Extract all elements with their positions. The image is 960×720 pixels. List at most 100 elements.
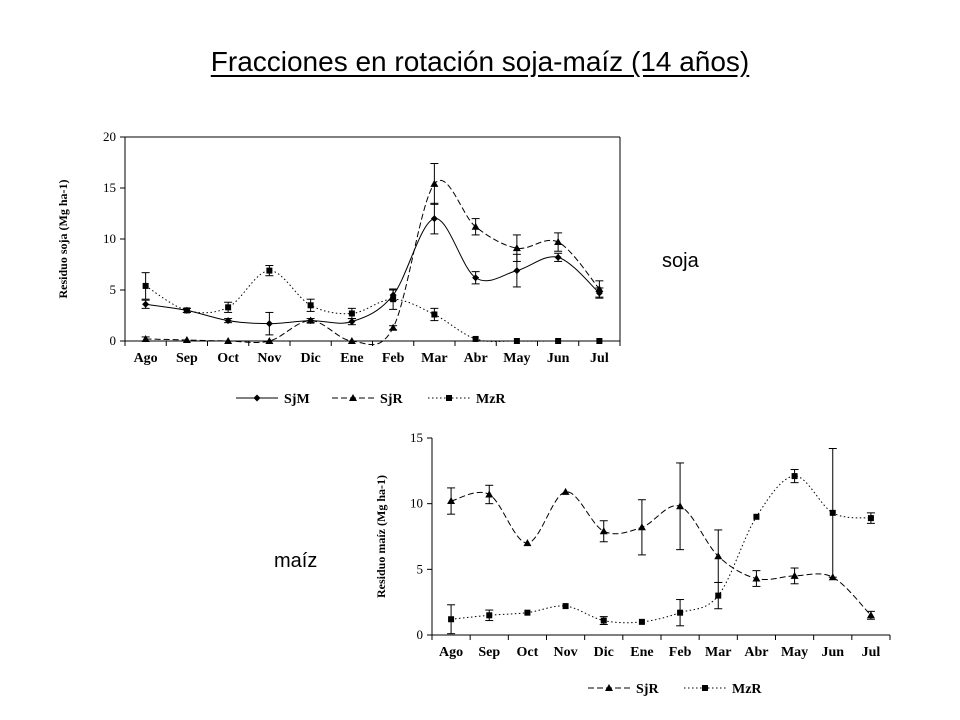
data-point-SjR <box>676 502 685 510</box>
data-point-SjR <box>752 574 761 582</box>
data-point-MzR <box>677 609 684 616</box>
series-line-MzR <box>145 270 600 343</box>
data-point-SjM <box>554 253 562 261</box>
data-point-SjM <box>142 300 150 308</box>
x-tick-label: Ago <box>439 645 463 660</box>
slide-title: Fracciones en rotación soja-maíz (14 año… <box>210 46 750 77</box>
data-point-MzR <box>867 515 874 522</box>
data-point-SjR <box>790 571 799 579</box>
y-tick-label: 15 <box>410 430 423 445</box>
legend-label-MzR: MzR <box>476 392 506 407</box>
data-point-MzR <box>183 307 190 314</box>
x-tick-label: Sep <box>176 351 198 366</box>
y-tick-label: 10 <box>103 231 116 246</box>
data-point-MzR <box>307 302 314 309</box>
data-point-SjR <box>561 487 570 495</box>
x-tick-label: Oct <box>517 645 539 660</box>
data-point-SjR <box>224 337 233 344</box>
legend-marker-SjM <box>253 394 261 402</box>
data-point-MzR <box>513 338 520 344</box>
y-tick-label: 15 <box>103 180 116 195</box>
x-tick-label: Mar <box>705 645 731 660</box>
x-tick-label: Feb <box>382 351 405 366</box>
data-point-MzR <box>638 618 645 625</box>
data-point-SjM <box>430 215 438 223</box>
data-point-MzR <box>472 335 479 342</box>
data-point-SjR <box>141 334 150 342</box>
x-tick-label: Ene <box>340 351 363 366</box>
label-soja: soja <box>662 250 699 272</box>
data-point-MzR <box>448 616 455 623</box>
data-point-MzR <box>225 304 232 311</box>
series-line-SjR <box>450 491 872 616</box>
y-axis-title: Residuo maíz (Mg ha-1) <box>374 475 388 598</box>
data-point-MzR <box>562 603 569 610</box>
y-tick-label: 10 <box>410 496 423 511</box>
legend-marker-SjR <box>349 394 357 401</box>
data-point-MzR <box>348 310 355 317</box>
label-maiz: maíz <box>274 550 318 572</box>
x-tick-label: May <box>503 351 530 366</box>
data-point-SjR <box>447 497 456 505</box>
y-tick-label: 5 <box>110 282 117 297</box>
data-point-SjR <box>485 490 494 498</box>
data-point-MzR <box>829 509 836 516</box>
legend-marker-SjR <box>605 684 613 691</box>
data-point-SjM <box>265 320 273 328</box>
x-tick-label: Jun <box>547 351 570 366</box>
x-tick-label: Mar <box>421 351 447 366</box>
data-point-SjR <box>714 552 723 560</box>
data-point-SjM <box>513 267 521 275</box>
y-tick-label: 0 <box>110 333 117 348</box>
x-tick-label: Oct <box>217 351 239 366</box>
data-point-MzR <box>555 338 562 344</box>
data-point-MzR <box>596 338 603 344</box>
legend-label-MzR: MzR <box>732 682 762 697</box>
data-point-SjR <box>265 337 274 344</box>
data-point-MzR <box>715 592 722 599</box>
y-tick-label: 20 <box>103 129 116 144</box>
x-tick-label: Jun <box>821 645 844 660</box>
data-point-SjR <box>306 316 315 324</box>
legend-label-SjR: SjR <box>380 392 403 407</box>
series-line-MzR <box>451 475 871 624</box>
data-point-MzR <box>142 282 149 289</box>
x-tick-label: Ene <box>630 645 653 660</box>
data-point-SjR <box>599 527 608 535</box>
x-tick-label: May <box>781 645 808 660</box>
x-tick-label: Nov <box>257 351 281 366</box>
data-point-MzR <box>390 296 397 303</box>
data-point-SjR <box>471 222 480 230</box>
data-point-SjR <box>595 284 604 292</box>
x-tick-label: Abr <box>744 645 768 660</box>
data-point-SjR <box>523 539 532 547</box>
data-point-MzR <box>753 513 760 520</box>
x-tick-label: Abr <box>464 351 488 366</box>
x-tick-label: Jul <box>590 351 609 366</box>
data-point-SjM <box>348 318 356 326</box>
x-tick-label: Dic <box>301 351 321 366</box>
x-tick-label: Nov <box>554 645 578 660</box>
y-axis-title: Residuo soja (Mg ha-1) <box>56 179 70 298</box>
data-point-SjR <box>182 335 191 343</box>
data-point-MzR <box>266 267 273 274</box>
data-point-MzR <box>791 473 798 480</box>
data-point-SjM <box>224 317 232 325</box>
data-point-SjR <box>637 523 646 531</box>
data-point-SjR <box>389 323 398 331</box>
data-point-SjR <box>347 337 356 344</box>
legend-marker-MzR <box>702 685 708 691</box>
x-tick-label: Ago <box>134 351 158 366</box>
data-point-MzR <box>600 617 607 624</box>
data-point-MzR <box>524 609 531 616</box>
legend-marker-MzR <box>446 395 452 401</box>
x-tick-label: Feb <box>669 645 692 660</box>
data-point-SjR <box>554 238 563 246</box>
x-tick-label: Dic <box>594 645 614 660</box>
y-tick-label: 5 <box>417 561 424 576</box>
data-point-MzR <box>431 311 438 318</box>
y-tick-label: 0 <box>417 627 424 642</box>
x-tick-label: Sep <box>478 645 500 660</box>
